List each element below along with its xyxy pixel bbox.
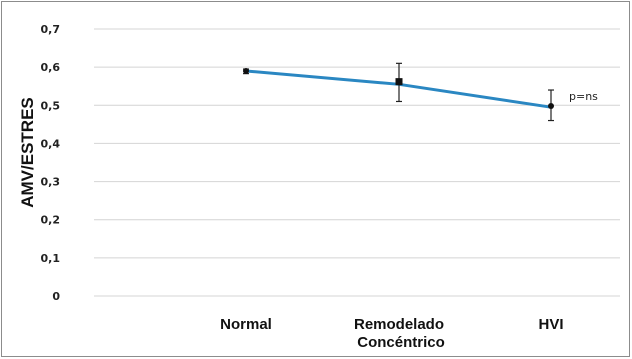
y-tick-label-3: 0,3 (41, 176, 61, 189)
y-tick-label-5: 0,5 (41, 99, 61, 112)
x-category-label-1-0: Remodelado (354, 316, 444, 333)
y-axis-label: AMV/ESTRES (18, 97, 37, 208)
annotation-0: p=ns (569, 90, 598, 103)
x-category-label-1-1: Concéntrico (357, 334, 445, 351)
data-point-1 (395, 78, 403, 86)
y-tick-label-6: 0,6 (41, 61, 61, 74)
y-tick-label-4: 0,4 (41, 137, 61, 150)
y-tick-label-2: 0,2 (41, 214, 61, 227)
y-tick-label-1: 0,1 (41, 252, 61, 265)
y-tick-label-7: 0,7 (41, 23, 61, 36)
data-point-0 (243, 67, 249, 74)
x-category-label-2-0: HVI (538, 316, 563, 333)
x-category-label-0-0: Normal (220, 316, 272, 333)
y-tick-label-0: 0 (52, 290, 60, 303)
data-point-2 (548, 103, 554, 110)
